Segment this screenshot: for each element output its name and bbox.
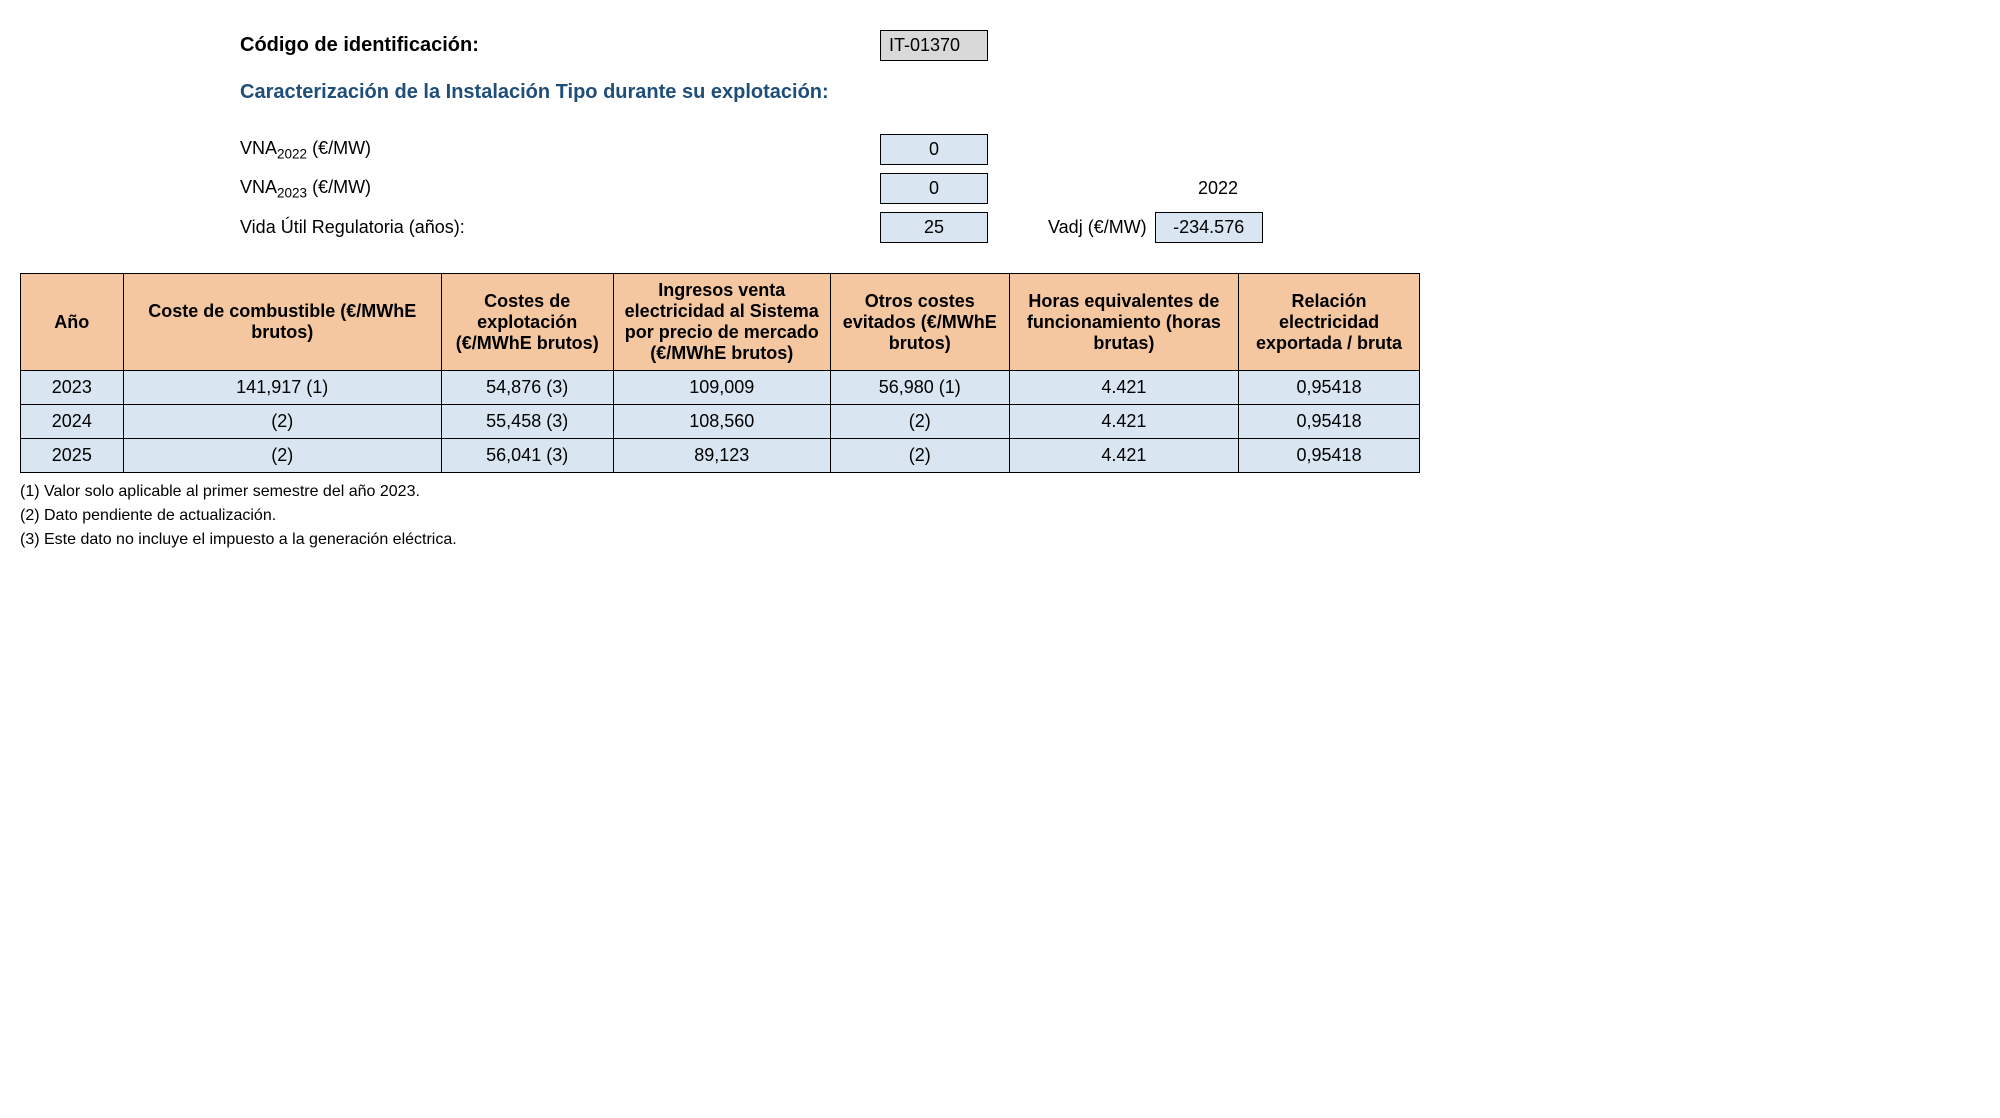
char-title: Caracterización de la Instalación Tipo d… bbox=[240, 81, 1980, 104]
footnotes: (1) Valor solo aplicable al primer semes… bbox=[20, 483, 1980, 549]
col-fuel: Coste de combustible (€/MWhE brutos) bbox=[123, 274, 441, 371]
vadj-label: Vadj (€/MW) bbox=[1048, 217, 1147, 238]
table-row: 2024(2)55,458 (3)108,560(2)4.4210,95418 bbox=[21, 405, 1420, 439]
table-cell: (2) bbox=[123, 405, 441, 439]
table-cell: 4.421 bbox=[1009, 439, 1238, 473]
table-header-row: Año Coste de combustible (€/MWhE brutos)… bbox=[21, 274, 1420, 371]
table-cell: 56,041 (3) bbox=[441, 439, 613, 473]
life-label: Vida Útil Regulatoria (años): bbox=[240, 217, 880, 238]
col-hrs: Horas equivalentes de funcionamiento (ho… bbox=[1009, 274, 1238, 371]
col-other: Otros costes evitados (€/MWhE brutos) bbox=[830, 274, 1009, 371]
col-inc: Ingresos venta electricidad al Sistema p… bbox=[613, 274, 830, 371]
table-cell: 0,95418 bbox=[1239, 439, 1420, 473]
table-cell: 89,123 bbox=[613, 439, 830, 473]
table-row: 2023141,917 (1)54,876 (3)109,00956,980 (… bbox=[21, 371, 1420, 405]
table-cell: 0,95418 bbox=[1239, 405, 1420, 439]
table-cell: 2024 bbox=[21, 405, 124, 439]
table-cell: 141,917 (1) bbox=[123, 371, 441, 405]
col-rel: Relación electricidad exportada / bruta bbox=[1239, 274, 1420, 371]
vadj-value: -234.576 bbox=[1155, 212, 1263, 243]
table-cell: (2) bbox=[830, 405, 1009, 439]
table-cell: (2) bbox=[123, 439, 441, 473]
col-op: Costes de explotación (€/MWhE brutos) bbox=[441, 274, 613, 371]
table-row: 2025(2)56,041 (3)89,123(2)4.4210,95418 bbox=[21, 439, 1420, 473]
table-cell: 55,458 (3) bbox=[441, 405, 613, 439]
table-cell: 54,876 (3) bbox=[441, 371, 613, 405]
life-value: 25 bbox=[880, 212, 988, 243]
vna2023-label: VNA2023 (€/MW) bbox=[240, 177, 880, 201]
code-label: Código de identificación: bbox=[240, 34, 880, 57]
table-cell: (2) bbox=[830, 439, 1009, 473]
code-value: IT-01370 bbox=[880, 30, 988, 61]
table-cell: 56,980 (1) bbox=[830, 371, 1009, 405]
table-cell: 108,560 bbox=[613, 405, 830, 439]
table-cell: 4.421 bbox=[1009, 405, 1238, 439]
footnote: (2) Dato pendiente de actualización. bbox=[20, 507, 1980, 525]
vna2022-label: VNA2022 (€/MW) bbox=[240, 138, 880, 162]
vna2022-value: 0 bbox=[880, 134, 988, 165]
vna2023-value: 0 bbox=[880, 173, 988, 204]
year-right: 2022 bbox=[1198, 178, 1238, 199]
table-cell: 4.421 bbox=[1009, 371, 1238, 405]
table-cell: 2023 bbox=[21, 371, 124, 405]
footnote: (3) Este dato no incluye el impuesto a l… bbox=[20, 531, 1980, 549]
col-year: Año bbox=[21, 274, 124, 371]
table-cell: 0,95418 bbox=[1239, 371, 1420, 405]
footnote: (1) Valor solo aplicable al primer semes… bbox=[20, 483, 1980, 501]
table-cell: 109,009 bbox=[613, 371, 830, 405]
table-cell: 2025 bbox=[21, 439, 124, 473]
data-table: Año Coste de combustible (€/MWhE brutos)… bbox=[20, 273, 1420, 473]
